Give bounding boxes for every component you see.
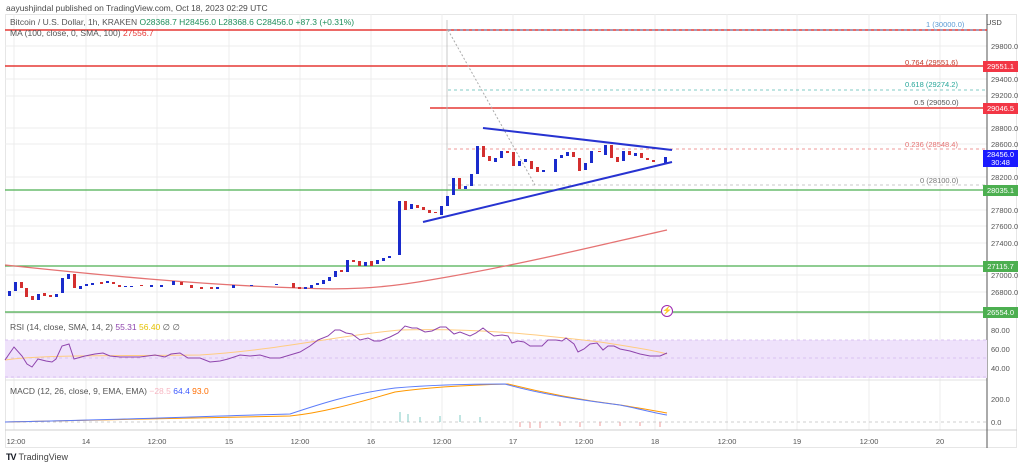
tradingview-logo[interactable]: TV TradingView (6, 452, 68, 462)
symbol-legend[interactable]: Bitcoin / U.S. Dollar, 1h, KRAKEN O28368… (10, 17, 354, 27)
candlesticks (8, 145, 667, 300)
price-tag-27115: 27115.7 (983, 261, 1018, 272)
price-tick: 27000.0 (991, 271, 1019, 280)
price-tag-28035: 28035.1 (983, 185, 1018, 196)
fib-level-0: 0 (28100.0) (920, 176, 959, 185)
time-tick: 12:00 (6, 437, 26, 446)
ma-legend[interactable]: MA (100, close, 0, SMA, 100) 27556.7 (10, 28, 154, 38)
price-tick: 27600.0 (991, 222, 1019, 231)
currency-label: USD (986, 18, 1002, 27)
macd-histogram-value: −28.5 (149, 386, 171, 396)
chart-frame[interactable] (5, 14, 1017, 448)
rsi-extra-1: ∅ (162, 322, 171, 332)
fib-trend-line (447, 29, 536, 186)
ohlc-open: O28368.7 (139, 17, 177, 27)
ohlc-low: L28368.6 (218, 17, 254, 27)
time-tick: 18 (650, 437, 660, 446)
macd-label: MACD (12, 26, close, 9, EMA, EMA) (10, 386, 147, 396)
macd-tick: 0.0 (991, 418, 1002, 427)
price-tick: 29400.0 (991, 75, 1019, 84)
macd-tick: 200.0 (991, 395, 1010, 404)
price-tick: 28600.0 (991, 140, 1019, 149)
time-tick: 14 (81, 437, 91, 446)
price-tick: 28200.0 (991, 173, 1019, 182)
macd-value: 64.4 (173, 386, 190, 396)
time-tick: 20 (935, 437, 945, 446)
macd-line (4, 383, 668, 423)
rsi-sma-value: 56.40 (139, 322, 161, 332)
macd-signal-value: 93.0 (192, 386, 209, 396)
rsi-tick: 80.00 (991, 326, 1010, 335)
price-tick: 27400.0 (991, 239, 1019, 248)
candle-countdown: 30:48 (991, 158, 1010, 167)
fib-level-0618: 0.618 (29274.2) (905, 80, 958, 89)
fib-level-0236: 0.236 (28548.4) (905, 140, 958, 149)
ohlc-high: H28456.0 (179, 17, 217, 27)
fib-level-1: 1 (30000.0) (926, 20, 965, 29)
tradingview-brand: TradingView (18, 452, 69, 462)
horizontal-grid (5, 45, 987, 293)
rsi-tick: 40.00 (991, 364, 1010, 373)
current-price: 28456.0 (986, 150, 1015, 159)
macd-histogram-positive (399, 412, 481, 422)
ma-label: MA (100, close, 0, SMA, 100) (10, 28, 121, 38)
fib-level-05: 0.5 (29050.0) (914, 98, 959, 107)
price-tick: 28800.0 (991, 124, 1019, 133)
price-tag-29551: 29551.1 (983, 61, 1018, 72)
price-tick: 26800.0 (991, 288, 1019, 297)
fib-level-0764: 0.764 (29551.6) (905, 58, 958, 67)
rsi-legend[interactable]: RSI (14, close, SMA, 14, 2) 55.31 56.40 … (10, 322, 180, 333)
rsi-line (4, 325, 668, 368)
time-tick: 19 (792, 437, 802, 446)
ohlc-close: C28456.0 (256, 17, 294, 27)
macd-legend[interactable]: MACD (12, 26, close, 9, EMA, EMA) −28.5 … (10, 386, 209, 396)
time-tick: 12:00 (147, 437, 167, 446)
price-tick: 27800.0 (991, 206, 1019, 215)
price-tick: 29200.0 (991, 91, 1019, 100)
triangle-upper-trendline (482, 127, 673, 151)
triangle-lower-trendline (422, 161, 673, 223)
current-price-tag: 28456.0 30:48 (983, 150, 1018, 167)
price-tick: 29800.0 (991, 42, 1019, 51)
ohlc-change: +87.3 (+0.31%) (295, 17, 355, 27)
time-tick: 15 (224, 437, 234, 446)
time-tick: 12:00 (574, 437, 594, 446)
time-tick: 16 (366, 437, 376, 446)
rsi-value: 55.31 (115, 322, 137, 332)
rsi-label: RSI (14, close, SMA, 14, 2) (10, 322, 113, 332)
time-tick: 12:00 (432, 437, 452, 446)
rsi-tick: 60.00 (991, 345, 1010, 354)
rsi-extra-2: ∅ (172, 322, 180, 332)
price-tag-29046: 29046.5 (983, 103, 1018, 114)
time-tick: 17 (508, 437, 518, 446)
time-tick: 12:00 (859, 437, 879, 446)
time-tick: 12:00 (290, 437, 310, 446)
ma-100-line (4, 229, 668, 290)
lightning-event-icon[interactable]: ⚡ (661, 305, 673, 317)
time-tick: 12:00 (717, 437, 737, 446)
rsi-band (5, 340, 987, 378)
price-tag-26554: 26554.0 (983, 307, 1018, 318)
publisher-line: aayushjindal published on TradingView.co… (6, 3, 268, 13)
macd-histogram-negative (519, 422, 661, 428)
tradingview-logo-icon: TV (6, 452, 16, 462)
ma-value: 27556.7 (122, 28, 154, 38)
symbol-name: Bitcoin / U.S. Dollar, 1h, KRAKEN (10, 17, 138, 27)
